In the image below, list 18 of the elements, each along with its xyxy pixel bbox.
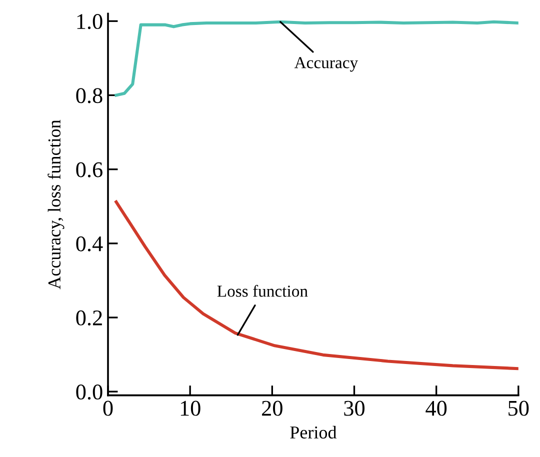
annotation: Loss function	[217, 284, 308, 297]
x-tick-label: 40	[426, 400, 447, 416]
y-tick-label: 0.2	[76, 310, 102, 326]
y-tick-label: 0.0	[76, 384, 102, 400]
y-axis-title: Accuracy, loss function	[48, 120, 64, 290]
x-tick-label: 10	[180, 400, 200, 416]
y-tick-label: 0.8	[76, 88, 102, 104]
y-tick-label: 0.4	[76, 236, 103, 252]
x-axis-title: Period	[290, 426, 337, 439]
x-tick-label: 30	[344, 400, 365, 416]
line-series	[114, 200, 518, 370]
x-tick-label: 20	[262, 400, 282, 416]
annotation: Accuracy	[294, 57, 358, 72]
y-tick-label: 0.6	[76, 162, 102, 178]
line-series	[114, 20, 518, 97]
x-tick-label: 50	[508, 400, 529, 416]
y-tick-label: 1.0	[77, 14, 102, 30]
x-tick-label: 0	[103, 400, 113, 416]
